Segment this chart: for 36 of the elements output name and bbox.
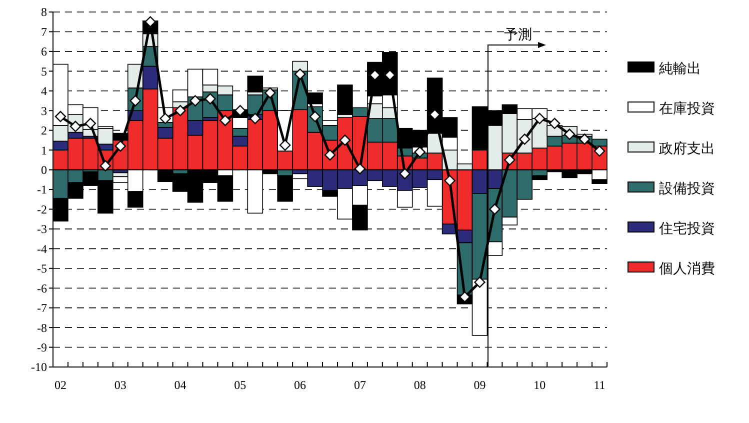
y-tick-label: 8 (41, 5, 47, 20)
y-tick-label: 1 (41, 143, 47, 158)
x-tick-label: 07 (354, 378, 366, 392)
y-tick-label: -5 (37, 262, 47, 276)
y-tick-label: 6 (41, 44, 47, 59)
x-tick-label: 08 (414, 378, 426, 392)
y-tick-label: 4 (41, 84, 47, 98)
legend-label: 政府支出 (659, 140, 715, 157)
y-tick-label: 3 (41, 104, 47, 118)
legend-label: 在庫投資 (659, 100, 715, 117)
y-tick-label: -9 (37, 340, 47, 354)
annotation: 予測 (504, 27, 532, 43)
y-tick-label: -2 (37, 202, 47, 216)
y-tick-label: -3 (37, 222, 47, 236)
y-tick-label: -7 (37, 301, 47, 316)
legend-label: 個人消費 (659, 260, 715, 277)
x-tick-label: 10 (534, 378, 546, 392)
y-tick-label: 7 (41, 24, 47, 39)
legend-label: 純輸出 (659, 60, 701, 77)
y-tick-label: -4 (37, 242, 47, 256)
legend-label: 住宅投資 (658, 220, 715, 237)
legend-label: 設備投資 (659, 180, 715, 197)
y-tick-label: -6 (37, 281, 47, 296)
y-tick-label: 5 (41, 64, 47, 78)
x-tick-label: 02 (54, 378, 66, 392)
x-tick-label: 09 (474, 378, 486, 392)
y-tick-label: 2 (41, 124, 47, 138)
y-tick-label: 0 (41, 162, 47, 177)
x-tick-label: 06 (294, 378, 306, 392)
x-tick-label: 04 (174, 378, 186, 392)
x-tick-label: 03 (114, 378, 126, 392)
y-tick-label: -1 (37, 182, 47, 197)
y-tick-label: -10 (31, 360, 47, 374)
x-tick-label: 05 (234, 378, 246, 392)
x-tick-label: 11 (594, 378, 606, 392)
y-tick-label: -8 (37, 320, 47, 335)
